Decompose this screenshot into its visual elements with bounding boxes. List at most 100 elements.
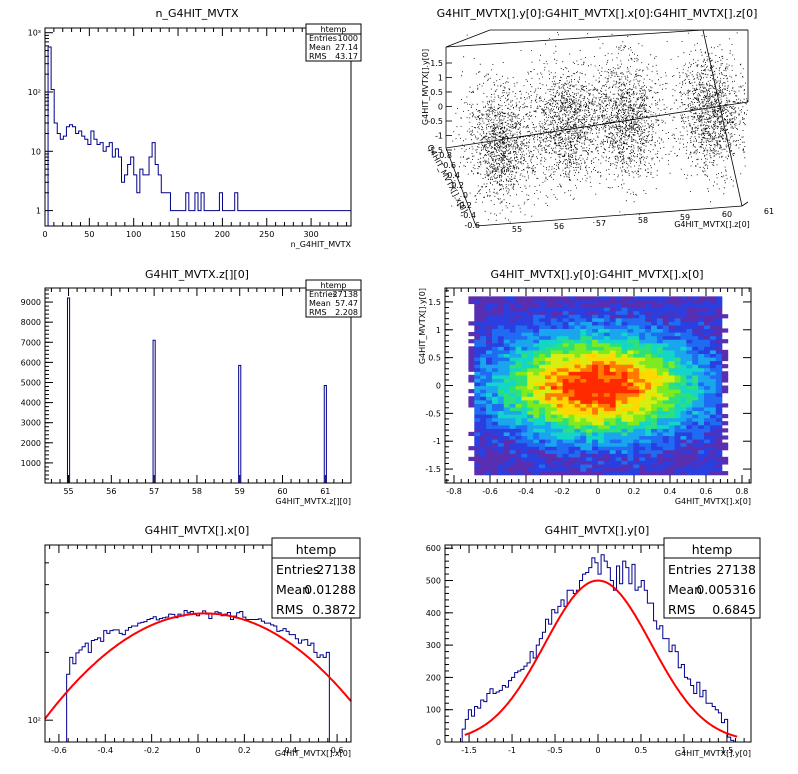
pad3-heatmap-cell (668, 374, 676, 379)
pad3-heatmap-cell (633, 460, 640, 465)
pad3-heatmap-cell (603, 385, 611, 390)
pad3-heatmap-cell (550, 389, 558, 394)
pad3-heatmap-cell (574, 417, 581, 422)
pad3-heatmap-cell (521, 431, 528, 437)
pad3-heatmap-cell (645, 303, 652, 308)
pad3-heatmap-cell (698, 431, 705, 437)
pad1-ytick-label: 0 (463, 191, 468, 200)
pad3-heatmap-cell (662, 367, 670, 372)
pad3-heatmap-cell (486, 403, 493, 408)
pad3-heatmap-cell (656, 442, 664, 447)
pad3-heatmap-cell (609, 356, 617, 362)
pad3-heatmap-cell (639, 392, 646, 397)
pad1-ytick-label: -0.4 (460, 211, 476, 220)
pad2-stats-value-entries: 27138 (333, 290, 358, 299)
pad3-heatmap-cell (651, 406, 658, 412)
pad3-heatmap-cell (674, 410, 682, 415)
pad3-heatmap-cell (509, 356, 517, 362)
pad3-heatmap-cell (674, 456, 682, 461)
pad3-heatmap-cell (698, 449, 705, 454)
pad3-heatmap-cell (639, 403, 646, 408)
pad3-heatmap-cell (627, 435, 634, 440)
pad3-heatmap-cell (491, 299, 499, 305)
pad3-heatmap-cell (662, 392, 670, 397)
pad3-heatmap-cell (486, 428, 493, 433)
pad3-heatmap-cell (609, 403, 617, 408)
pad3-heatmap-cell (580, 428, 587, 433)
pad3-heatmap-cell (709, 349, 717, 355)
pad3-heatmap-cell (598, 339, 605, 344)
pad3-heatmap-cell (627, 460, 634, 465)
pad-3d-scatter: G4HIT_MVTX[].y[0]:G4HIT_MVTX[].x[0]:G4HI… (421, 7, 774, 234)
pad3-heatmap-cell (709, 385, 717, 390)
pad3-heatmap-cell (704, 299, 711, 305)
pad3-heatmap-cell (486, 378, 493, 383)
pad3-heatmap-cell (621, 360, 629, 365)
pad3-heatmap-cell (491, 321, 499, 326)
pad3-heatmap-cell (480, 307, 487, 312)
pad3-heatmap-cell (668, 314, 676, 319)
pad3-heatmap-cell (704, 389, 711, 394)
pad3-heatmap-cell (656, 307, 664, 312)
pad0-ytick-label: 10³ (28, 29, 41, 38)
pad3-heatmap-cell (544, 296, 552, 301)
pad3-heatmap-cell (550, 324, 558, 330)
pad3-heatmap-cell (544, 374, 552, 379)
pad3-heatmap-cell (550, 392, 558, 397)
pad3-heatmap-cell (497, 310, 505, 315)
pad3-heatmap-cell (550, 381, 558, 387)
pad3-heatmap-cell (651, 403, 658, 408)
pad3-heatmap-cell (633, 367, 640, 372)
pad3-heatmap-cell (645, 389, 652, 394)
pad3-heatmap-cell (598, 463, 605, 469)
pad3-heatmap-cell (586, 349, 593, 355)
pad3-heatmap-cell (574, 456, 581, 461)
pad3-heatmap-cell (662, 410, 670, 415)
pad3-heatmap-cell (544, 328, 552, 333)
pad3-heatmap-cell (674, 435, 682, 440)
pad3-heatmap-cell (592, 396, 599, 401)
pad3-heatmap-cell (562, 299, 570, 305)
pad3-heatmap-cell (662, 310, 670, 315)
pad3-heatmap-cell (715, 353, 723, 358)
pad3-heatmap-cell (686, 307, 693, 312)
pad3-heatmap-cell (527, 428, 534, 433)
pad3-heatmap-cell (521, 349, 528, 355)
pad3-heatmap-cell (662, 449, 670, 454)
pad3-heatmap-cell (556, 460, 564, 465)
pad3-heatmap-cell (515, 396, 523, 401)
pad3-heatmap-cell (609, 406, 617, 412)
pad3-heatmap-cell (480, 442, 487, 447)
pad2-ytick-label: 9000 (21, 298, 41, 307)
pad3-heatmap-cell (662, 299, 670, 305)
pad3-heatmap-cell (686, 463, 693, 469)
pad1-scatter-points (448, 32, 748, 223)
pad3-heatmap-cell (698, 349, 705, 355)
pad3-heatmap-cell (497, 385, 505, 390)
pad3-heatmap-cell (474, 346, 481, 351)
pad0-stats-value-rms: 43.17 (335, 52, 358, 61)
pad3-heatmap-cell (645, 449, 652, 454)
pad3-heatmap-cell (550, 328, 558, 333)
pad3-heatmap-cell (692, 446, 699, 451)
pad3-heatmap-cell (656, 353, 664, 358)
pad3-heatmap-cell (562, 421, 570, 426)
pad3-heatmap-cell (680, 421, 687, 426)
pad3-heatmap-cell (586, 346, 593, 351)
pad3-heatmap-cell (715, 406, 723, 412)
pad3-heatmap-cell (539, 335, 546, 340)
pad3-heatmap-cell (533, 328, 540, 333)
pad3-heatmap-cell (568, 324, 576, 330)
pad3-heatmap-cell (704, 303, 711, 308)
pad3-heatmap-cell (550, 428, 558, 433)
pad3-heatmap-cell (639, 349, 646, 355)
pad5-ytick-label: 600 (426, 544, 441, 553)
pad3-heatmap-cell (633, 463, 640, 469)
pad3-heatmap-cell (556, 296, 564, 301)
pad3-heatmap-cell (539, 296, 546, 301)
pad3-heatmap-cell (615, 453, 623, 458)
pad3-heatmap-cell (550, 296, 558, 301)
pad3-heatmap-cell (686, 396, 693, 401)
pad3-heatmap-cell (668, 335, 676, 340)
pad3-heatmap-cell (574, 396, 581, 401)
